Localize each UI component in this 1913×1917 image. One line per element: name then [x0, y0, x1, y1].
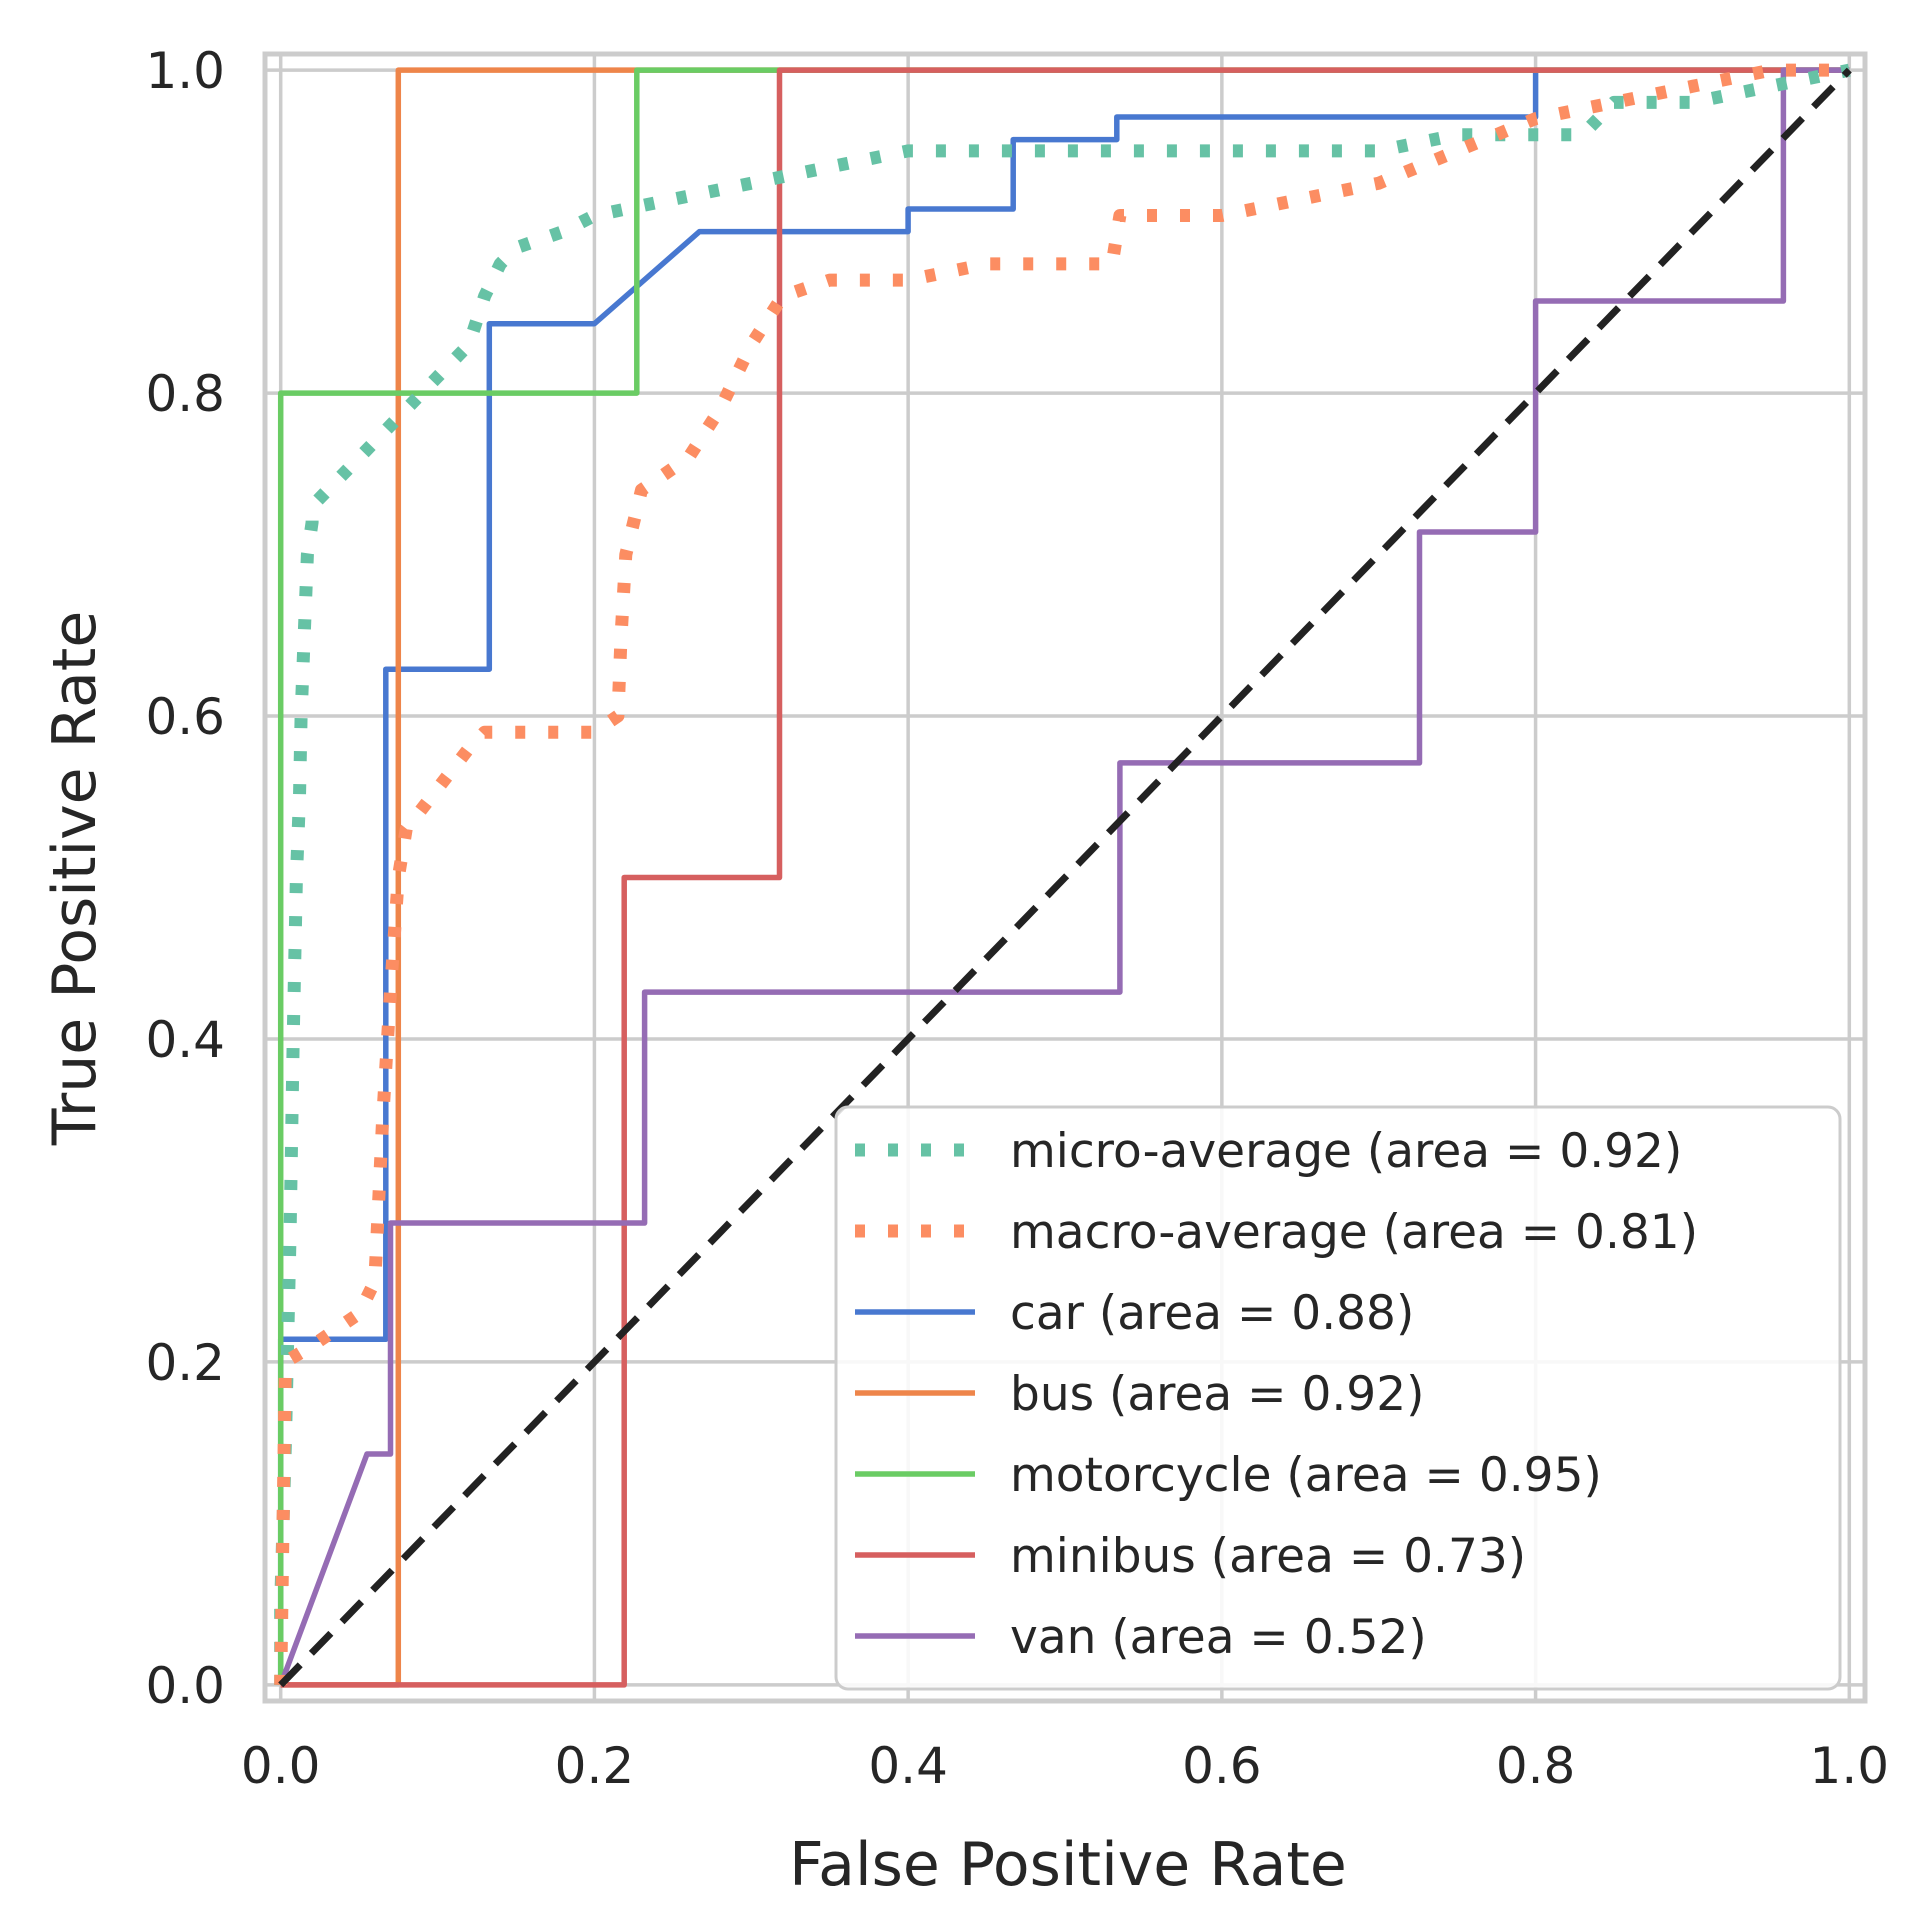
- series-layer: [274, 63, 1852, 1688]
- legend-label-car-area-0-88: car (area = 0.88): [1010, 1286, 1414, 1341]
- series-line-van-area-0-52: [278, 67, 1850, 1686]
- series-line-car-area-0-88: [277, 67, 1850, 1685]
- y-tick-label: 0.0: [145, 1657, 225, 1715]
- y-tick-label: 1.0: [145, 42, 225, 100]
- x-axis: 0.0 0.2 0.4 0.6 0.8 1.0: [241, 1737, 1889, 1795]
- series-line-minibus-area-0-73: [280, 67, 1850, 1688]
- x-tick-label: 1.0: [1810, 1737, 1890, 1795]
- plot-frame: [262, 51, 1868, 1704]
- x-tick-label: 0.8: [1496, 1737, 1576, 1795]
- legend-label-minibus-area-0-73: minibus (area = 0.73): [1010, 1529, 1526, 1584]
- y-axis-label: True Positive Rate: [40, 611, 110, 1146]
- y-tick-label: 0.4: [145, 1011, 225, 1069]
- x-axis-label: False Positive Rate: [789, 1830, 1347, 1900]
- y-tick-label: 0.8: [145, 365, 225, 423]
- y-tick-label: 0.6: [145, 688, 225, 746]
- legend-label-micro-average-area-0-92: micro-average (area = 0.92): [1010, 1124, 1682, 1179]
- legend-label-motorcycle-area-0-95: motorcycle (area = 0.95): [1010, 1448, 1602, 1503]
- x-tick-label: 0.2: [555, 1737, 635, 1795]
- legend-label-bus-area-0-92: bus (area = 0.92): [1010, 1367, 1424, 1422]
- legend-label-macro-average-area-0-81: macro-average (area = 0.81): [1010, 1205, 1698, 1260]
- y-tick-label: 0.2: [145, 1334, 225, 1392]
- legend-label-van-area-0-52: van (area = 0.52): [1010, 1610, 1427, 1665]
- y-axis: 0.0 0.2 0.4 0.6 0.8 1.0: [145, 42, 225, 1715]
- legend-box: [834, 1105, 1842, 1691]
- x-tick-label: 0.0: [241, 1737, 321, 1795]
- legend: micro-average (area = 0.92) macro-average…: [834, 1105, 1842, 1691]
- x-tick-label: 0.6: [1182, 1737, 1262, 1795]
- x-tick-label: 0.4: [868, 1737, 948, 1795]
- series-line-chance: [278, 67, 1852, 1688]
